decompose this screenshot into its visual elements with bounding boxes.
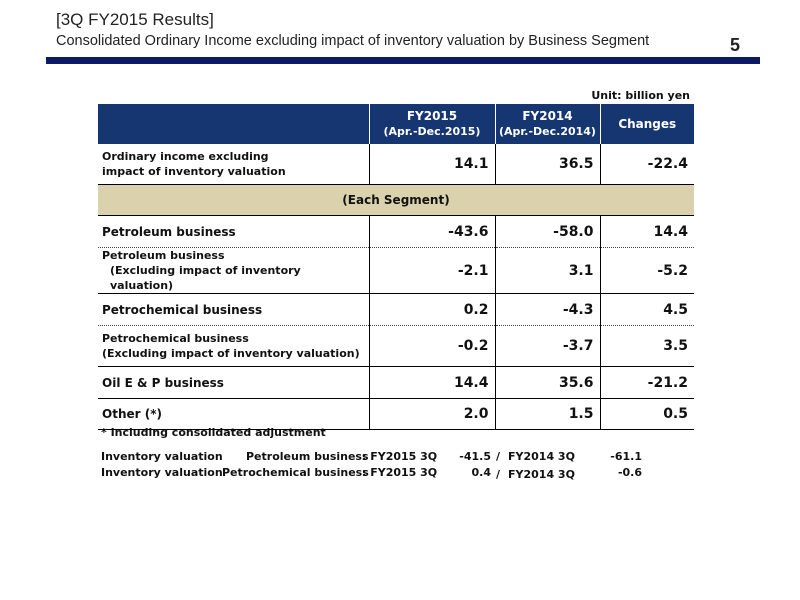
segment-header-label: (Each Segment) [98, 184, 694, 216]
page-number: 5 [730, 35, 741, 55]
table-row: Petroleum business (Excluding impact of … [98, 247, 694, 294]
col-header-changes: Changes [599, 104, 694, 144]
cell-fy2014: 36.5 [494, 144, 600, 185]
row-label: Other (*) [98, 398, 369, 430]
row-label: Petroleum business (Excluding impact of … [98, 247, 369, 294]
inventory-slash: / [496, 468, 501, 481]
table-row: Petrochemical business (Excluding impact… [98, 325, 694, 367]
table-row-segment-header: (Each Segment) [98, 184, 694, 216]
row-label-line1: Petrochemical business [102, 332, 249, 345]
cell-changes: -5.2 [599, 247, 694, 294]
cell-changes: 0.5 [599, 398, 694, 430]
cell-fy2015: -43.6 [368, 215, 495, 248]
cell-changes: 4.5 [599, 293, 694, 326]
slide-title: [3Q FY2015 Results] [56, 10, 214, 29]
inventory-label: Inventory valuation [101, 466, 223, 479]
cell-fy2014: 3.1 [494, 247, 600, 294]
cell-changes: -22.4 [599, 144, 694, 185]
cell-fy2015: -0.2 [368, 325, 495, 367]
row-label: Ordinary income excluding impact of inve… [98, 144, 369, 185]
inventory-segment: Petrochemical business [222, 466, 369, 479]
inventory-value-2: -0.6 [617, 466, 642, 479]
inventory-value-1: -41.5 [459, 450, 491, 463]
cell-fy2015: 14.1 [368, 144, 495, 185]
col-header-fy2015: FY2015 (Apr.-Dec.2015) [368, 104, 495, 144]
table-row: Petrochemical business 0.2 -4.3 4.5 [98, 293, 694, 326]
row-label-line2: (Excluding impact of inventory valuation… [102, 347, 360, 360]
row-label-line2: impact of inventory valuation [102, 165, 286, 178]
table-row-ordinary-income: Ordinary income excluding impact of inve… [98, 144, 694, 185]
inventory-label: Inventory valuation [101, 450, 223, 463]
table-row: Oil E & P business 14.4 35.6 -21.2 [98, 366, 694, 399]
row-label-line1: Ordinary income excluding [102, 150, 269, 163]
cell-fy2015: 14.4 [368, 366, 495, 399]
row-label-line1: Petroleum business [102, 249, 225, 262]
col-header-label: FY2014 [522, 109, 573, 123]
row-label: Petrochemical business (Excluding impact… [98, 325, 369, 367]
segment-income-table: FY2015 (Apr.-Dec.2015) FY2014 (Apr.-Dec.… [98, 104, 694, 430]
inventory-period-1: : FY2015 3Q [362, 450, 438, 463]
row-label: Petroleum business [98, 215, 369, 248]
header-blank-cell [98, 104, 369, 144]
inventory-period-2: FY2014 3Q [508, 450, 575, 463]
cell-fy2015: -2.1 [368, 247, 495, 294]
header-rule [46, 57, 760, 64]
inventory-period-1: : FY2015 3Q [362, 466, 438, 479]
table-header-row: FY2015 (Apr.-Dec.2015) FY2014 (Apr.-Dec.… [98, 104, 694, 144]
inventory-value-1: 0.4 [471, 466, 492, 479]
cell-fy2015: 2.0 [368, 398, 495, 430]
unit-label: Unit: billion yen [591, 89, 690, 102]
col-header-period: (Apr.-Dec.2015) [383, 125, 481, 138]
cell-fy2014: 1.5 [494, 398, 600, 430]
cell-fy2014: -58.0 [494, 215, 600, 248]
cell-changes: 14.4 [599, 215, 694, 248]
inventory-value-2: -61.1 [610, 450, 642, 463]
inventory-period-2: FY2014 3Q [508, 468, 575, 481]
row-label-line2: (Excluding impact of inventory valuation… [110, 264, 301, 292]
table-row: Other (*) 2.0 1.5 0.5 [98, 398, 694, 430]
cell-changes: 3.5 [599, 325, 694, 367]
col-header-label: FY2015 [406, 109, 458, 123]
col-header-fy2014: FY2014 (Apr.-Dec.2014) [494, 104, 600, 144]
cell-fy2014: 35.6 [494, 366, 600, 399]
inventory-slash: / [496, 450, 501, 463]
cell-changes: -21.2 [599, 366, 694, 399]
cell-fy2014: -3.7 [494, 325, 600, 367]
footnote: * Including consolidated adjustment [101, 426, 326, 439]
cell-fy2015: 0.2 [368, 293, 495, 326]
row-label: Oil E & P business [98, 366, 369, 399]
col-header-label: Changes [618, 116, 677, 131]
table-row: Petroleum business -43.6 -58.0 14.4 [98, 215, 694, 248]
row-label: Petrochemical business [98, 293, 369, 326]
slide-subtitle: Consolidated Ordinary Income excluding i… [56, 33, 650, 49]
col-header-period: (Apr.-Dec.2014) [499, 125, 596, 138]
inventory-segment: Petroleum business [246, 450, 369, 463]
cell-fy2014: -4.3 [494, 293, 600, 326]
